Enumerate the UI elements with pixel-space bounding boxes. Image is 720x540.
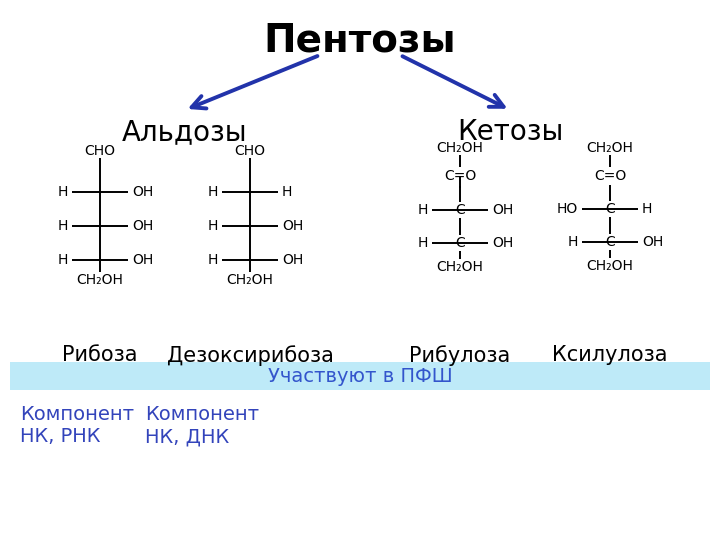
- Text: Компонент
НК, РНК: Компонент НК, РНК: [20, 405, 134, 446]
- Text: C: C: [455, 203, 465, 217]
- Text: Альдозы: Альдозы: [122, 118, 248, 146]
- Text: Рибоза: Рибоза: [62, 345, 138, 365]
- Text: H: H: [207, 185, 218, 199]
- Text: OH: OH: [492, 203, 513, 217]
- Text: OH: OH: [132, 253, 153, 267]
- Text: Компонент
НК, ДНК: Компонент НК, ДНК: [145, 405, 259, 446]
- Text: CH₂OH: CH₂OH: [436, 141, 483, 155]
- Text: H: H: [282, 185, 292, 199]
- Text: C: C: [605, 202, 615, 216]
- Text: H: H: [58, 253, 68, 267]
- Text: Дезоксирибоза: Дезоксирибоза: [166, 345, 333, 366]
- Text: C: C: [605, 235, 615, 249]
- Text: OH: OH: [282, 219, 303, 233]
- Text: CH₂OH: CH₂OH: [587, 141, 634, 155]
- Text: CH₂OH: CH₂OH: [76, 273, 123, 287]
- Text: Участвуют в ПФШ: Участвуют в ПФШ: [268, 367, 452, 386]
- Bar: [10, 362, 710, 390]
- Text: HO: HO: [557, 202, 578, 216]
- Text: CHO: CHO: [84, 144, 115, 158]
- Text: H: H: [642, 202, 652, 216]
- Text: C=O: C=O: [444, 169, 476, 183]
- Text: Ксилулоза: Ксилулоза: [552, 345, 667, 365]
- Text: H: H: [58, 219, 68, 233]
- Text: CH₂OH: CH₂OH: [227, 273, 274, 287]
- Text: CH₂OH: CH₂OH: [587, 259, 634, 273]
- Text: CHO: CHO: [235, 144, 266, 158]
- Text: C: C: [455, 236, 465, 250]
- Text: C=O: C=O: [594, 169, 626, 183]
- Text: H: H: [207, 253, 218, 267]
- Text: OH: OH: [132, 185, 153, 199]
- Text: Пентозы: Пентозы: [264, 22, 456, 60]
- Text: H: H: [58, 185, 68, 199]
- Text: OH: OH: [132, 219, 153, 233]
- Text: H: H: [207, 219, 218, 233]
- Text: Рибулоза: Рибулоза: [410, 345, 510, 366]
- Text: H: H: [567, 235, 578, 249]
- Text: OH: OH: [492, 236, 513, 250]
- Text: CH₂OH: CH₂OH: [436, 260, 483, 274]
- Text: H: H: [418, 203, 428, 217]
- Text: OH: OH: [282, 253, 303, 267]
- Text: OH: OH: [642, 235, 663, 249]
- Text: Кетозы: Кетозы: [456, 118, 563, 146]
- Text: H: H: [418, 236, 428, 250]
